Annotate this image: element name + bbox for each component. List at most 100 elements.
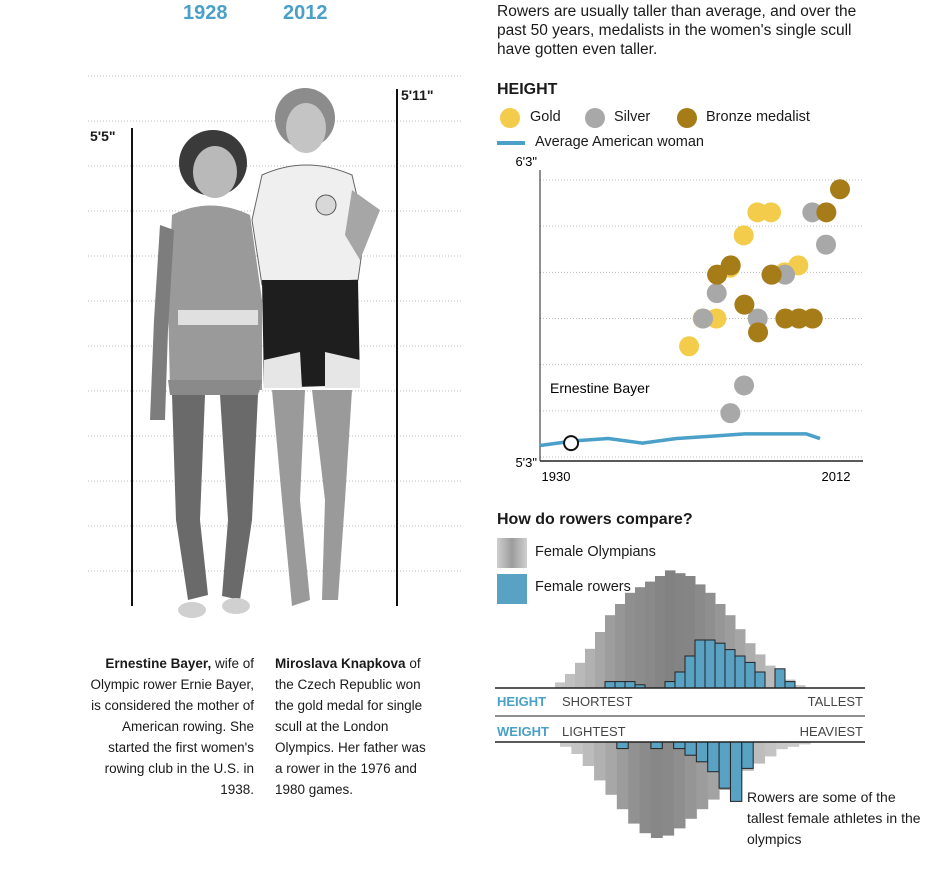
ernestine-bayer-annotation: Ernestine Bayer (550, 380, 650, 396)
legend-silver-swatch (585, 108, 605, 128)
rowers-height-bar (614, 681, 626, 689)
olympians-height-bar (585, 648, 596, 688)
medalist-point-silver (693, 308, 714, 329)
olympians-height-bar (635, 587, 646, 688)
olympians-height-bar (765, 665, 776, 688)
medalist-point-bronze (748, 322, 769, 343)
legend-silver-label: Silver (614, 109, 651, 125)
olympians-height-bar (655, 576, 666, 688)
legend-gold-swatch (500, 108, 520, 128)
rowers-height-bar (624, 681, 636, 689)
rowers-weight-bar (616, 741, 629, 750)
height-label-5-5: 5'5" (90, 128, 116, 144)
medalist-point-gold (733, 225, 754, 246)
rowers-weight-bar (707, 741, 720, 773)
olympians-height-bar (685, 576, 696, 688)
olympians-height-bar (665, 570, 676, 688)
average-height-line (539, 432, 821, 448)
height-scatter-chart: 6'3" 5'3" 1930 2012 Ernestine Bayer (515, 154, 863, 484)
x-tick-label-end: 2012 (822, 469, 851, 484)
olympians-height-bar (625, 592, 636, 688)
height-axis-label: HEIGHT (497, 694, 546, 709)
olympians-weight-bar (798, 742, 811, 745)
year-1928-label: 1928 (183, 2, 228, 24)
legend-olympians-swatch (497, 538, 527, 568)
legend-bronze-label: Bronze medalist (706, 109, 810, 125)
caption-text: wife of Olympic rower Ernie Bayer, is co… (90, 656, 254, 797)
olympians-weight-bar (764, 742, 777, 757)
height-chart-title: HEIGHT (497, 81, 558, 98)
rowers-height-bar (664, 681, 676, 689)
olympians-height-bar (795, 685, 806, 688)
olympians-weight-bar (662, 742, 675, 836)
photo-miroslava-knapkova (251, 88, 380, 606)
caption-ernestine-bayer: Ernestine Bayer, wife of Olympic rower E… (88, 653, 254, 800)
olympians-weight-bar (560, 742, 572, 747)
olympians-weight-bar (582, 742, 595, 766)
medalist-point-bronze (802, 308, 823, 329)
rowers-height-bar (704, 639, 716, 689)
ernestine-bayer-point (563, 435, 580, 452)
weight-axis-label: WEIGHT (497, 724, 549, 739)
y-tick-label-bottom: 5'3" (515, 455, 537, 470)
medalist-point-silver (734, 375, 755, 396)
x-tick-label-start: 1930 (542, 469, 571, 484)
legend-average-line-label: Average American woman (535, 134, 704, 150)
legend-gold-label: Gold (530, 109, 561, 125)
rowers-height-bar (684, 655, 696, 689)
intro-text: Rowers are usually taller than average, … (497, 3, 857, 58)
olympians-height-bar (605, 615, 616, 688)
rowers-height-bar (774, 668, 786, 689)
rowers-height-bar (674, 671, 686, 689)
legend-average-line-swatch (497, 141, 525, 145)
medalist-point-silver (816, 234, 836, 255)
caption-name: Miroslava Knapkova (275, 656, 406, 671)
olympians-height-bar (565, 674, 576, 688)
rowers-height-bar (744, 661, 756, 689)
rowers-height-bar (734, 655, 746, 689)
olympians-height-bar (575, 662, 586, 688)
legend-rowers-label: Female rowers (535, 579, 631, 595)
olympians-weight-bar (696, 742, 709, 810)
rowers-weight-bar (718, 741, 731, 789)
rowers-height-bar (754, 671, 766, 689)
compare-distribution-chart: HEIGHT SHORTEST TALLEST WEIGHT LIGHTEST HEAVI… (495, 570, 865, 838)
medalist-point-silver (802, 202, 823, 223)
rowers-weight-bar (650, 741, 663, 750)
medalist-point-bronze (720, 255, 741, 276)
olympians-weight-bar (753, 742, 766, 764)
medalist-point-bronze (761, 264, 782, 285)
olympians-weight-bar (639, 742, 652, 834)
medalist-point-silver (747, 308, 768, 329)
photo-height-scale (88, 75, 462, 618)
photo-ernestine-bayer (150, 130, 262, 618)
olympians-weight-bar (650, 742, 663, 838)
olympians-weight-bar (616, 742, 629, 810)
caption-miroslava-knapkova: Miroslava Knapkova of the Czech Republic… (275, 653, 437, 800)
legend-olympians-label: Female Olympians (535, 544, 656, 560)
rowers-weight-bar (673, 741, 686, 750)
footnote-text: Rowers are some of the tallest female at… (747, 789, 921, 847)
olympians-weight-bar (571, 742, 584, 754)
rowers-height-bar (784, 681, 796, 689)
legend-rowers-swatch (497, 574, 527, 604)
rowers-weight-bar (741, 741, 754, 769)
rowers-weight-bar (729, 741, 743, 802)
olympians-weight-bar (775, 742, 788, 750)
olympians-weight-bar (685, 742, 697, 819)
weight-axis-high: HEAVIEST (800, 724, 863, 739)
medalist-point-silver (720, 403, 741, 424)
medalist-point-bronze (816, 202, 837, 223)
weight-axis-low: LIGHTEST (562, 724, 626, 739)
rowers-weight-bar (684, 741, 697, 756)
caption-text: of the Czech Republic won the gold medal… (275, 656, 426, 797)
rowers-weight-bar (695, 741, 709, 763)
height-chart-legend: Gold Silver Bronze medalist Average Amer… (497, 106, 917, 154)
olympians-height-bar (615, 604, 626, 688)
height-axis-low: SHORTEST (562, 694, 633, 709)
y-tick-label-top: 6'3" (515, 154, 537, 169)
caption-name: Ernestine Bayer, (105, 656, 212, 671)
medalist-point-gold (679, 336, 700, 357)
olympians-height-bar (645, 581, 656, 688)
rowers-height-bar (714, 642, 726, 689)
